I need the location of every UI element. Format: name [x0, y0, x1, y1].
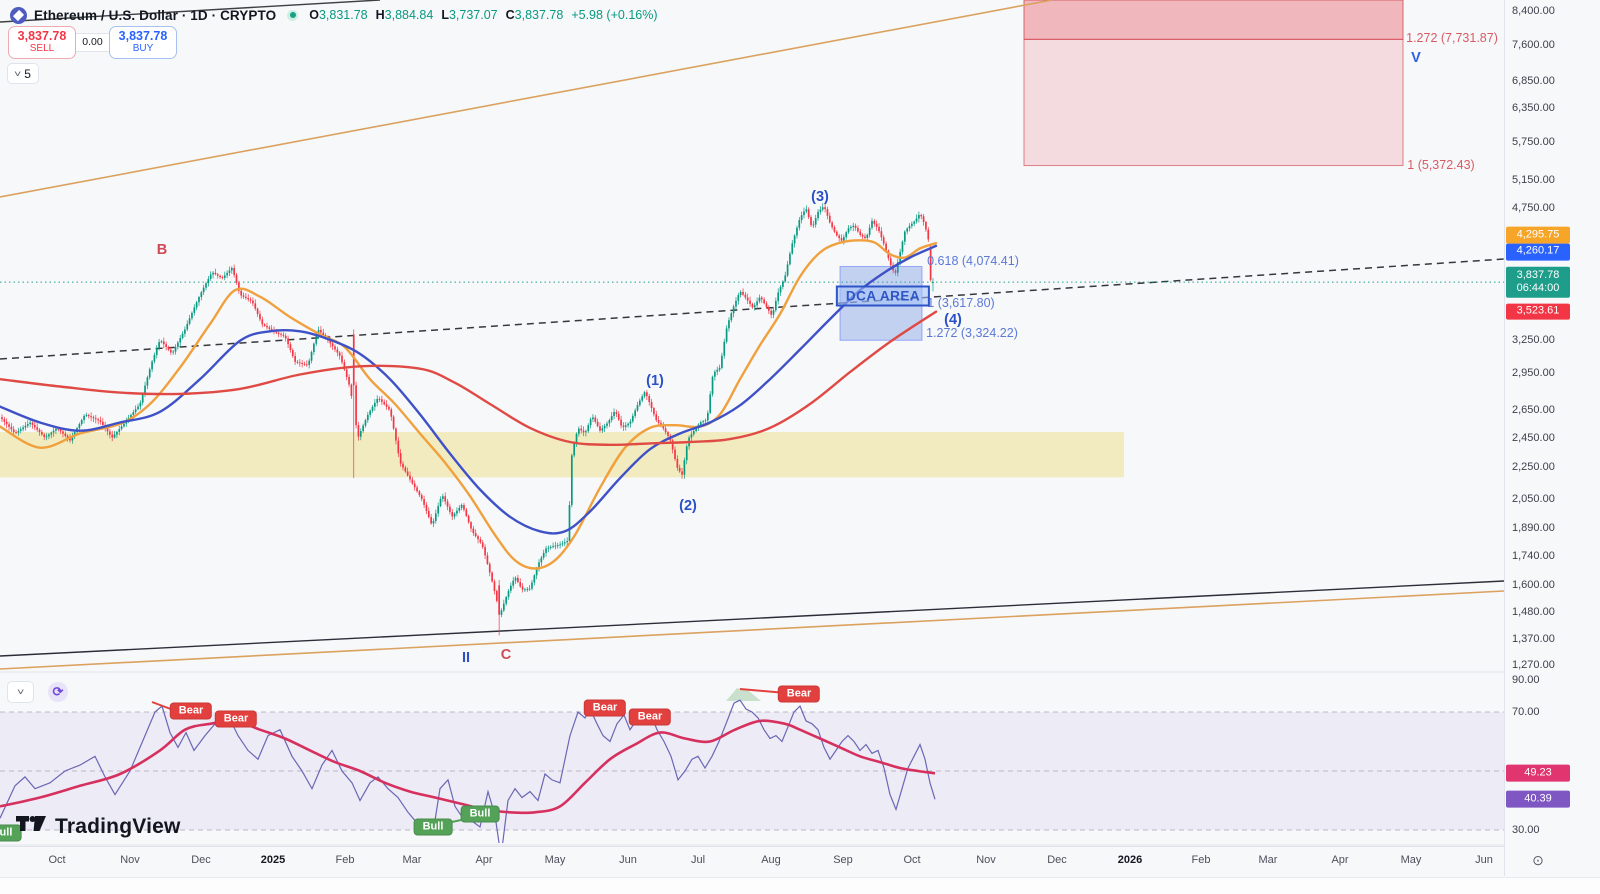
price-tick: 7,600.00 [1512, 39, 1555, 52]
time-tick: Apr [475, 854, 493, 866]
price-tick: 1,480.00 [1512, 606, 1555, 619]
time-tick: Feb [335, 854, 355, 866]
rsi-tick: 70.00 [1512, 706, 1540, 718]
time-tick: May [544, 854, 566, 866]
supply-zone-inner[interactable] [1023, 38, 1404, 167]
time-axis[interactable]: Oct Nov Dec 2025 Feb Mar Apr May Jun Jul Aug Sep Oct… [0, 846, 1504, 877]
price-tick: 2,250.00 [1512, 461, 1555, 474]
timezone-settings-icon[interactable]: ⊙ [1532, 852, 1544, 868]
rsi-pane-controls: ˅ ⟳ [7, 681, 68, 703]
bear-divergence-marker[interactable]: Bear [583, 699, 627, 717]
price-tick: 8,400.00 [1512, 4, 1555, 17]
dca-area-label[interactable]: DCA AREA [835, 285, 931, 307]
bear-divergence-marker[interactable]: Bear [628, 708, 672, 726]
time-tick: Aug [761, 854, 781, 866]
rsi-tick: 90.00 [1512, 674, 1540, 686]
time-tick: Nov [976, 854, 996, 866]
time-tick: Dec [191, 854, 211, 866]
time-tick: Apr [1331, 854, 1349, 866]
price-tick: 5,750.00 [1512, 135, 1555, 148]
indicator-collapse-button[interactable]: ˅ 5 [7, 63, 39, 84]
price-tick: 6,850.00 [1512, 75, 1555, 88]
close-value: 3,837.78 [514, 8, 564, 22]
upper-gray-trendline[interactable] [0, 0, 381, 23]
price-tick: 5,150.00 [1512, 174, 1555, 187]
tradingview-logo-icon [16, 816, 46, 831]
time-tick: May [1400, 854, 1422, 866]
time-tick: Mar [1258, 854, 1278, 866]
time-tick: Jun [619, 854, 637, 866]
ohlc-values: O3,831.78 H3,884.84 L3,737.07 C3,837.78 … [309, 8, 658, 22]
open-value: 3,831.78 [318, 8, 368, 22]
time-tick: Sep [833, 854, 853, 866]
chevron-down-icon: ˅ [16, 687, 25, 697]
supply-zone-outer[interactable] [1023, 0, 1404, 40]
rsi-ma-line[interactable] [0, 719, 936, 815]
time-tick: Nov [120, 854, 140, 866]
price-tick: 6,350.00 [1512, 101, 1555, 114]
watermark-text: TradingView [55, 815, 181, 838]
time-tick: 2025 [260, 854, 286, 866]
price-badge: 3,523.61 [1506, 303, 1570, 321]
tradingview-watermark: TradingView [16, 815, 181, 839]
lower-black-trendline[interactable] [0, 580, 1504, 657]
bear-divergence-marker[interactable]: Bear [214, 710, 258, 728]
rising-dashed-trendline[interactable] [0, 258, 1504, 360]
rsi-badge: 40.39 [1506, 790, 1570, 808]
trade-panel: 3,837.78 SELL 0.00 3,837.78 BUY [8, 26, 177, 59]
bottom-strip [0, 877, 1600, 894]
time-tick: Mar [402, 854, 422, 866]
price-tick: 2,050.00 [1512, 493, 1555, 506]
buy-button[interactable]: 3,837.78 BUY [109, 26, 177, 59]
ma-blue-line[interactable] [0, 244, 938, 535]
symbol-header: Ethereum / U.S. Dollar · 1D · CRYPTO O3,… [10, 6, 658, 24]
price-tick: 1,740.00 [1512, 550, 1555, 563]
major-orange-trendline[interactable] [0, 0, 1053, 198]
time-tick: Oct [903, 854, 921, 866]
price-axis[interactable]: 8,400.00 7,600.00 6,850.00 6,350.00 5,750.00… [1504, 0, 1600, 876]
bull-divergence-marker[interactable]: Bull [0, 824, 22, 842]
ethereum-logo-icon [10, 6, 27, 24]
price-tick: 1,270.00 [1512, 659, 1555, 672]
chevron-down-icon: ˅ [13, 68, 22, 79]
price-badge: 3,837.78 06:44:00 [1506, 266, 1570, 298]
sell-button[interactable]: 3,837.78 SELL [8, 26, 76, 59]
price-tick: 2,950.00 [1512, 367, 1555, 380]
rsi-collapse-button[interactable]: ˅ [7, 681, 34, 703]
market-status-icon[interactable] [287, 9, 299, 21]
rsi-tick: 30.00 [1512, 824, 1540, 836]
price-tick: 2,650.00 [1512, 404, 1555, 417]
time-tick: Dec [1047, 854, 1067, 866]
high-value: 3,884.84 [384, 8, 434, 22]
time-tick: Jul [690, 854, 706, 866]
time-tick: Feb [1191, 854, 1211, 866]
bear-divergence-marker[interactable]: Bear [777, 685, 821, 703]
price-tick: 1,370.00 [1512, 633, 1555, 646]
rsi-divergence-fill [726, 688, 761, 701]
low-value: 3,737.07 [448, 8, 498, 22]
price-tick: 1,890.00 [1512, 521, 1555, 534]
spread-value: 0.00 [76, 33, 109, 52]
time-tick: Oct [48, 854, 66, 866]
ma-red-line[interactable] [0, 310, 938, 447]
price-badge: 4,260.17 [1506, 243, 1570, 261]
rsi-badge: 49.23 [1506, 764, 1570, 782]
ma-orange-line[interactable] [0, 239, 938, 570]
price-tick: 4,750.00 [1512, 202, 1555, 215]
lower-orange-trendline[interactable] [0, 590, 1504, 670]
time-tick: 2026 [1117, 854, 1143, 866]
bull-divergence-marker[interactable]: Bull [460, 805, 500, 823]
chart-canvas[interactable] [0, 0, 1504, 846]
rsi-refresh-icon[interactable]: ⟳ [48, 682, 68, 702]
bull-divergence-marker[interactable]: Bull [413, 818, 453, 836]
change-value: +5.98 (+0.16%) [571, 8, 658, 22]
price-tick: 1,600.00 [1512, 579, 1555, 592]
symbol-title[interactable]: Ethereum / U.S. Dollar · 1D · CRYPTO [34, 7, 277, 23]
price-tick: 3,250.00 [1512, 333, 1555, 346]
price-badge: 4,295.75 [1506, 226, 1570, 244]
bear-divergence-marker[interactable]: Bear [169, 702, 213, 720]
price-tick: 2,450.00 [1512, 431, 1555, 444]
time-tick: Jun [1475, 854, 1493, 866]
